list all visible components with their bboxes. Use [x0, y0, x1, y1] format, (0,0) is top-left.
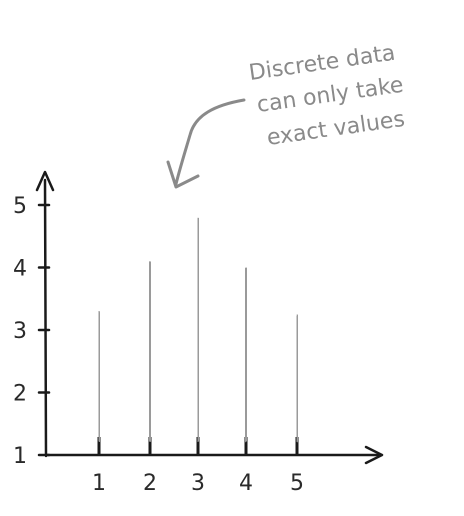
x-axis-arrowhead	[364, 445, 384, 465]
bar-5	[293, 314, 301, 442]
annotation-arrow	[174, 98, 246, 186]
x-tick-label: 2	[143, 471, 157, 496]
bar-2	[146, 261, 154, 442]
axes	[35, 170, 384, 465]
annotation-arrowhead	[166, 160, 200, 189]
y-tick-label: 4	[13, 257, 27, 282]
y-tick-label: 1	[13, 444, 27, 469]
y-ticks: 1 2 3 4 5	[13, 194, 51, 469]
y-axis-line	[43, 178, 48, 458]
bars	[95, 217, 301, 442]
y-tick-label: 3	[13, 319, 27, 344]
annotation: Discrete data can only take exact values	[166, 41, 406, 189]
bar-3	[194, 217, 202, 442]
y-tick-label: 2	[13, 382, 27, 407]
x-tick-label: 5	[290, 471, 304, 496]
x-tick-label: 4	[239, 471, 253, 496]
y-axis-arrowhead	[35, 170, 55, 192]
x-tick-label: 3	[191, 471, 205, 496]
bar-4	[242, 267, 250, 442]
bar-1	[95, 311, 103, 442]
x-ticks: 1 2 3 4 5	[92, 437, 304, 496]
y-tick-label: 5	[13, 194, 27, 219]
x-tick-label: 1	[92, 471, 106, 496]
